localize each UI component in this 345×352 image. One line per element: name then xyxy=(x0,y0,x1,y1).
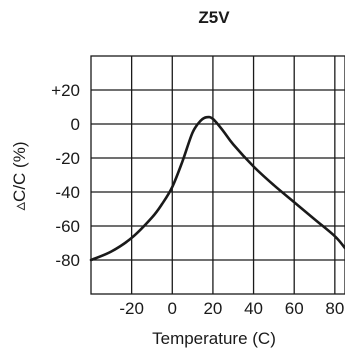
y-tick-labels: +20 0 -20 -40 -60 -80 xyxy=(51,81,80,270)
grid xyxy=(91,56,345,294)
y-axis-label: ▵C/C (%) xyxy=(10,142,29,211)
x-tick-label: 20 xyxy=(203,299,222,318)
plot-frame xyxy=(90,55,345,295)
x-tick-label: 0 xyxy=(168,299,177,318)
series-layer xyxy=(89,115,345,262)
y-tick-label: -80 xyxy=(55,251,80,270)
x-axis-label: Temperature (C) xyxy=(152,329,276,348)
y-tick-label: -20 xyxy=(55,149,80,168)
y-tick-label: +20 xyxy=(51,81,80,100)
chart-title: Z5V xyxy=(198,8,230,27)
series-line xyxy=(89,115,345,262)
y-tick-label: 0 xyxy=(71,115,80,134)
y-tick-label: -40 xyxy=(55,183,80,202)
x-tick-label: -20 xyxy=(119,299,144,318)
y-tick-label: -60 xyxy=(55,217,80,236)
x-tick-label: 80 xyxy=(325,299,344,318)
x-tick-label: 60 xyxy=(285,299,304,318)
x-tick-labels: -20 0 20 40 60 80 xyxy=(119,299,344,318)
x-tick-label: 40 xyxy=(244,299,263,318)
